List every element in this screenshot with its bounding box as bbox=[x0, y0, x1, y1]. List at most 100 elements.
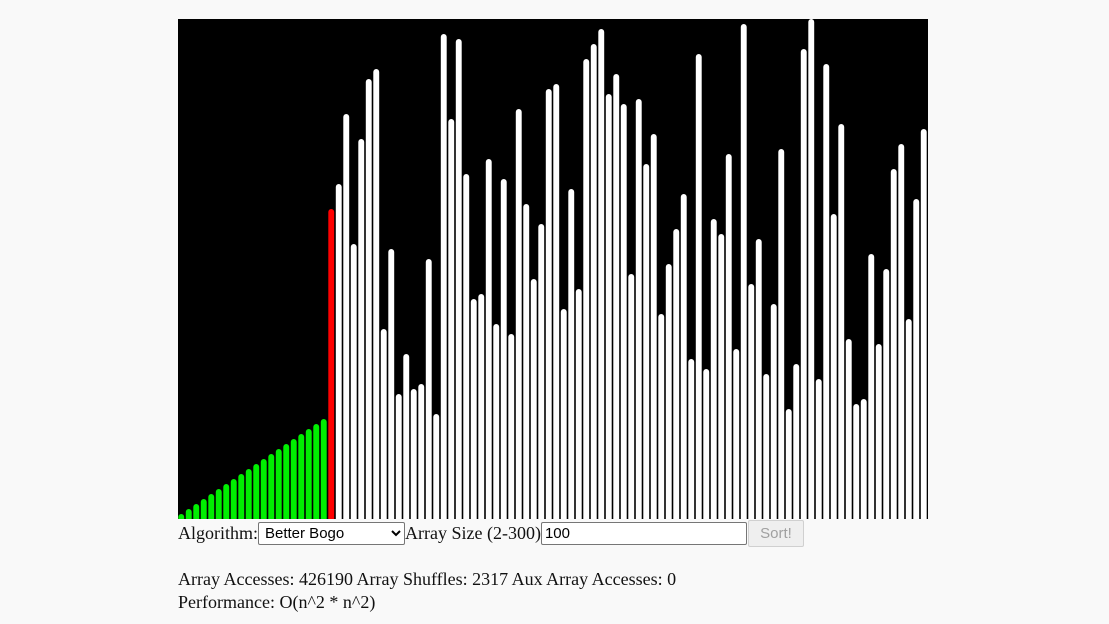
array-bar bbox=[455, 39, 462, 519]
array-bar bbox=[290, 439, 297, 519]
aux-accesses-value: 0 bbox=[667, 569, 677, 589]
array-bar bbox=[350, 244, 357, 519]
array-bar bbox=[740, 24, 747, 519]
array-bar bbox=[628, 274, 635, 519]
array-bar bbox=[545, 89, 552, 519]
array-bar bbox=[568, 189, 575, 519]
array-bar bbox=[733, 349, 740, 519]
array-bar bbox=[185, 509, 192, 519]
array-bar bbox=[898, 144, 905, 519]
array-bar bbox=[583, 59, 590, 519]
array-bar bbox=[358, 139, 365, 519]
array-bar bbox=[860, 399, 867, 519]
array-bar bbox=[650, 134, 657, 519]
array-bar bbox=[725, 154, 732, 519]
array-bar bbox=[433, 414, 440, 519]
array-bar bbox=[665, 264, 672, 519]
array-bar bbox=[875, 344, 882, 519]
array-bar bbox=[275, 449, 282, 519]
array-shuffles-value: 2317 bbox=[472, 569, 509, 589]
array-bar bbox=[230, 479, 237, 519]
array-bar bbox=[808, 19, 815, 519]
array-bar bbox=[868, 254, 875, 519]
array-bar bbox=[395, 394, 402, 519]
array-bar bbox=[598, 29, 605, 519]
aux-accesses-label: Aux Array Accesses: bbox=[511, 569, 663, 589]
array-bar bbox=[530, 279, 537, 519]
array-bar bbox=[613, 74, 620, 519]
array-bar bbox=[245, 469, 252, 519]
array-bar bbox=[793, 364, 800, 519]
array-bar bbox=[905, 319, 912, 519]
array-bar bbox=[785, 409, 792, 519]
array-bar bbox=[365, 79, 372, 519]
array-bar bbox=[590, 44, 597, 519]
controls-bar: Algorithm: Better Bogo Array Size (2-300… bbox=[178, 519, 804, 547]
array-bar bbox=[575, 289, 582, 519]
array-bar bbox=[508, 334, 515, 519]
sort-visualizer-canvas bbox=[178, 19, 928, 519]
array-bar bbox=[448, 119, 455, 519]
array-bar bbox=[883, 269, 890, 519]
array-bar bbox=[680, 194, 687, 519]
array-bar bbox=[478, 294, 485, 519]
array-bar bbox=[403, 354, 410, 519]
array-bar bbox=[193, 504, 200, 519]
array-bar bbox=[703, 369, 710, 519]
array-bar bbox=[178, 514, 185, 519]
array-bar bbox=[823, 64, 830, 519]
array-bar bbox=[800, 49, 807, 519]
array-bar bbox=[328, 209, 335, 519]
array-bar bbox=[500, 179, 507, 519]
array-bar bbox=[283, 444, 290, 519]
stats-line-2: Performance: O(n^2 * n^2) bbox=[178, 591, 676, 614]
stats-line-1: Array Accesses: 426190 Array Shuffles: 2… bbox=[178, 568, 676, 591]
array-bar bbox=[253, 464, 260, 519]
array-bar bbox=[643, 164, 650, 519]
array-bar bbox=[695, 54, 702, 519]
algorithm-label: Algorithm: bbox=[178, 522, 258, 543]
array-bar bbox=[658, 314, 665, 519]
array-bar bbox=[223, 484, 230, 519]
array-bar bbox=[485, 159, 492, 519]
array-bar bbox=[763, 374, 770, 519]
array-bar bbox=[755, 239, 762, 519]
array-bar bbox=[200, 499, 207, 519]
array-bar bbox=[718, 234, 725, 519]
array-size-label: Array Size (2-300) bbox=[405, 522, 541, 543]
performance-label: Performance: bbox=[178, 592, 280, 612]
array-bar bbox=[320, 419, 327, 519]
array-bar bbox=[440, 34, 447, 519]
array-bar bbox=[260, 459, 267, 519]
array-bar bbox=[688, 359, 695, 519]
array-bar bbox=[605, 94, 612, 519]
array-bar bbox=[388, 249, 395, 519]
array-bar bbox=[410, 389, 417, 519]
array-bar bbox=[913, 199, 920, 519]
array-size-input[interactable] bbox=[540, 521, 747, 545]
array-bar bbox=[470, 299, 477, 519]
array-bar bbox=[463, 174, 470, 519]
array-bar bbox=[305, 429, 312, 519]
array-bar bbox=[710, 219, 717, 519]
array-bar bbox=[493, 324, 500, 519]
array-bar bbox=[635, 99, 642, 519]
sort-button[interactable]: Sort! bbox=[747, 519, 804, 547]
array-bar bbox=[538, 224, 545, 519]
array-bar bbox=[335, 184, 342, 519]
array-bar bbox=[920, 129, 927, 519]
array-bar bbox=[770, 304, 777, 519]
array-bar bbox=[425, 259, 432, 519]
array-bar bbox=[845, 339, 852, 519]
performance-value: O(n^2 * n^2) bbox=[279, 592, 376, 612]
array-bar bbox=[418, 384, 425, 519]
array-bar bbox=[853, 404, 860, 519]
array-bar bbox=[313, 424, 320, 519]
array-bar bbox=[523, 204, 530, 519]
array-bar bbox=[560, 309, 567, 519]
array-bar bbox=[380, 329, 387, 519]
array-bar bbox=[748, 284, 755, 519]
array-accesses-label: Array Accesses: bbox=[178, 569, 295, 589]
algorithm-select[interactable]: Better Bogo bbox=[258, 521, 405, 545]
array-shuffles-label: Array Shuffles: bbox=[356, 569, 468, 589]
